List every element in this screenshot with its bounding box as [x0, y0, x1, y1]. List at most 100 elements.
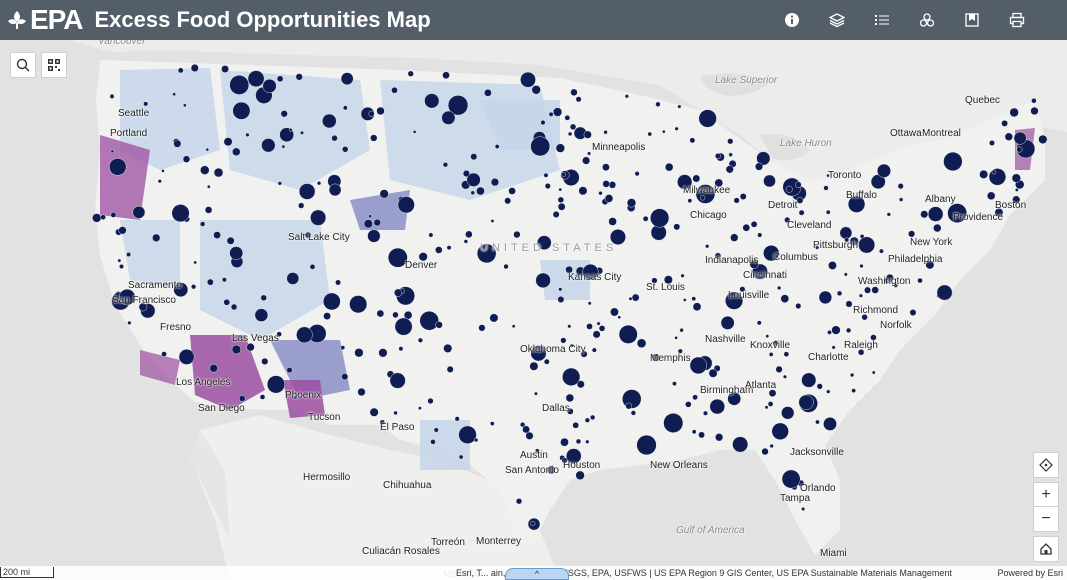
facility-point[interactable] — [335, 279, 341, 286]
facility-point[interactable] — [849, 372, 855, 378]
facility-point[interactable] — [369, 407, 379, 417]
facility-point[interactable] — [100, 214, 106, 220]
facility-point[interactable] — [739, 286, 746, 293]
facility-point[interactable] — [857, 349, 865, 356]
facility-point[interactable] — [845, 327, 852, 333]
facility-point[interactable] — [368, 110, 375, 117]
facility-point[interactable] — [628, 296, 633, 301]
facility-point[interactable] — [494, 144, 500, 149]
facility-point[interactable] — [435, 321, 443, 329]
facility-point[interactable] — [490, 178, 500, 187]
facility-point[interactable] — [826, 173, 830, 178]
search-button[interactable] — [10, 52, 36, 78]
facility-point[interactable] — [897, 183, 904, 190]
facility-point[interactable] — [925, 260, 935, 270]
facility-point[interactable] — [132, 205, 146, 219]
facility-point[interactable] — [764, 405, 769, 410]
facility-point[interactable] — [418, 252, 428, 262]
facility-point[interactable] — [458, 454, 464, 460]
facility-point[interactable] — [609, 229, 626, 246]
facility-point[interactable] — [680, 273, 685, 278]
facility-point[interactable] — [988, 168, 1007, 186]
facility-point[interactable] — [536, 235, 552, 250]
facility-point[interactable] — [191, 284, 197, 290]
facility-point[interactable] — [117, 258, 122, 263]
facility-point[interactable] — [349, 295, 368, 314]
facility-point[interactable] — [463, 239, 469, 244]
facility-point[interactable] — [424, 93, 440, 109]
layers-button[interactable] — [824, 8, 849, 33]
facility-point[interactable] — [691, 429, 697, 435]
facility-point[interactable] — [138, 302, 148, 312]
facility-point[interactable] — [608, 217, 617, 226]
facility-point[interactable] — [161, 169, 165, 173]
facility-point[interactable] — [677, 348, 683, 354]
facility-point[interactable] — [427, 397, 434, 405]
facility-point[interactable] — [238, 395, 246, 402]
facility-point[interactable] — [276, 331, 282, 337]
facility-point[interactable] — [417, 337, 423, 343]
facility-point[interactable] — [798, 209, 805, 216]
facility-point[interactable] — [683, 298, 687, 302]
facility-point[interactable] — [476, 186, 485, 196]
facility-point[interactable] — [394, 317, 413, 336]
facility-point[interactable] — [655, 101, 661, 107]
facility-point[interactable] — [513, 230, 521, 239]
facility-point[interactable] — [679, 328, 684, 333]
facility-point[interactable] — [761, 447, 769, 456]
facility-point[interactable] — [503, 263, 509, 270]
facility-point[interactable] — [171, 204, 190, 223]
analysis-button[interactable] — [914, 8, 939, 33]
facility-point[interactable] — [994, 208, 1004, 217]
facility-point[interactable] — [193, 260, 197, 265]
facility-point[interactable] — [357, 387, 366, 397]
facility-point[interactable] — [363, 219, 373, 229]
facility-point[interactable] — [728, 152, 733, 157]
facility-point[interactable] — [259, 394, 266, 400]
facility-point[interactable] — [373, 218, 381, 227]
facility-point[interactable] — [209, 364, 218, 373]
facility-point[interactable] — [662, 129, 666, 134]
facility-point[interactable] — [677, 104, 682, 109]
facility-point[interactable] — [650, 208, 670, 228]
facility-point[interactable] — [565, 393, 575, 403]
facility-point[interactable] — [700, 195, 706, 201]
facility-point[interactable] — [823, 417, 837, 431]
facility-point[interactable] — [1031, 98, 1037, 104]
facility-point[interactable] — [229, 246, 244, 260]
facility-point[interactable] — [418, 406, 422, 411]
facility-point[interactable] — [296, 326, 313, 344]
facility-point[interactable] — [280, 110, 288, 118]
facility-point[interactable] — [530, 345, 547, 362]
facility-point[interactable] — [412, 130, 417, 134]
facility-point[interactable] — [443, 343, 453, 353]
facility-point[interactable] — [651, 353, 660, 362]
facility-point[interactable] — [570, 88, 578, 97]
facility-point[interactable] — [705, 244, 710, 249]
facility-point[interactable] — [110, 212, 117, 218]
facility-point[interactable] — [979, 169, 989, 179]
facility-point[interactable] — [465, 230, 473, 239]
facility-point[interactable] — [286, 272, 300, 285]
facility-point[interactable] — [870, 334, 877, 341]
facility-point[interactable] — [692, 302, 702, 312]
facility-point[interactable] — [598, 325, 606, 332]
facility-point[interactable] — [223, 299, 231, 306]
facility-point[interactable] — [368, 214, 372, 218]
facility-point[interactable] — [777, 285, 782, 291]
facility-point[interactable] — [798, 394, 814, 410]
facility-point[interactable] — [801, 507, 806, 512]
facility-point[interactable] — [511, 324, 516, 329]
facility-point[interactable] — [576, 380, 585, 389]
facility-point[interactable] — [742, 223, 751, 232]
facility-point[interactable] — [441, 110, 456, 125]
facility-point[interactable] — [816, 383, 823, 390]
facility-point[interactable] — [730, 233, 739, 242]
facility-point[interactable] — [769, 443, 774, 449]
facility-point[interactable] — [558, 287, 563, 292]
facility-point[interactable] — [389, 372, 406, 389]
facility-point[interactable] — [206, 278, 214, 286]
expand-panel-button[interactable]: ^ — [505, 568, 569, 580]
facility-point[interactable] — [673, 223, 681, 231]
facility-point[interactable] — [625, 402, 633, 410]
